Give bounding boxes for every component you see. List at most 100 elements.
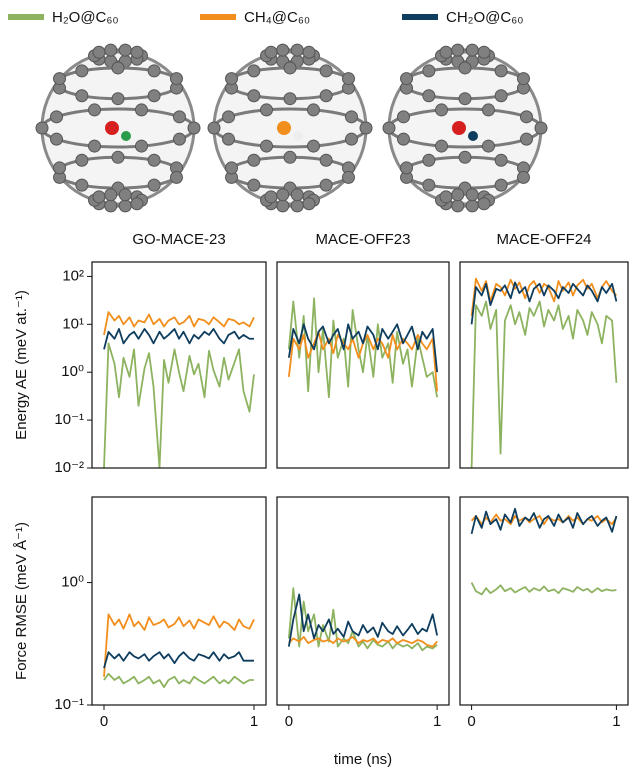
cage-atom xyxy=(400,161,414,175)
cage-atom xyxy=(458,150,472,164)
series-line xyxy=(470,582,617,596)
cage-atom xyxy=(283,61,297,75)
cage-atom xyxy=(534,121,548,135)
cage-atom xyxy=(104,199,118,213)
cage-atom xyxy=(130,197,144,211)
cage-atom xyxy=(477,197,491,211)
y-tick-label: 10⁻¹ xyxy=(54,696,84,713)
cage-atom xyxy=(222,110,236,124)
cage-atom xyxy=(118,199,132,213)
x-tick-label: 0 xyxy=(100,713,108,730)
cage-atom xyxy=(494,89,508,103)
y-axis-label: Force RMSE (meV Å⁻¹) xyxy=(13,522,30,680)
cage-atom xyxy=(75,153,89,167)
panel-frame xyxy=(276,496,450,706)
series-line xyxy=(470,300,618,468)
cage-atom xyxy=(451,199,465,213)
cage-atom xyxy=(130,45,144,59)
cage-atom xyxy=(147,153,161,167)
cage-atom xyxy=(50,132,64,146)
cage-atom xyxy=(53,72,67,86)
panel-title: MACE-OFF24 xyxy=(496,231,591,248)
cage-atom xyxy=(264,45,278,59)
cage-atom xyxy=(53,161,67,175)
cage-atom xyxy=(104,188,118,202)
cage-atom xyxy=(225,161,239,175)
cage-atom xyxy=(465,188,479,202)
cage-atom xyxy=(458,61,472,75)
cage-atom xyxy=(147,89,161,103)
cage-atom xyxy=(516,170,530,184)
cage-atom xyxy=(35,121,49,135)
cage-atom xyxy=(494,178,508,192)
cage-atom xyxy=(247,178,261,192)
cage-atom xyxy=(147,178,161,192)
cage-atom xyxy=(207,121,221,135)
x-axis-label: time (ns) xyxy=(334,751,392,768)
cage-atom xyxy=(306,139,320,153)
cage-atom xyxy=(341,72,355,86)
cage-atom xyxy=(465,199,479,213)
panel-frame xyxy=(459,261,629,469)
series-line xyxy=(103,311,255,336)
cage-atom xyxy=(319,153,333,167)
cage-atom xyxy=(451,188,465,202)
cage-atom xyxy=(306,103,320,117)
cage-atom xyxy=(222,132,236,146)
series-line xyxy=(470,513,618,526)
cage-atom xyxy=(75,64,89,78)
x-tick-label: 1 xyxy=(433,713,441,730)
cage-atom xyxy=(494,64,508,78)
y-tick-label: 10⁻¹ xyxy=(54,411,84,428)
cage-atom xyxy=(435,103,449,117)
cage-atom xyxy=(75,178,89,192)
cage-atom xyxy=(104,43,118,57)
y-tick-label: 10² xyxy=(62,267,84,284)
cage-atom xyxy=(341,170,355,184)
cage-atom xyxy=(225,72,239,86)
cage-atom xyxy=(382,121,396,135)
cage-atom xyxy=(422,64,436,78)
y-tick-label: 10⁻² xyxy=(54,459,84,476)
x-tick-label: 1 xyxy=(250,713,258,730)
cage-atom xyxy=(400,72,414,86)
cage-atom xyxy=(302,197,316,211)
cage-atom xyxy=(435,139,449,153)
legend-label: CH₂O@C₆₀ xyxy=(446,9,524,26)
y-axis-label: Energy AE (meV at.⁻¹) xyxy=(13,290,30,440)
legend-label: H₂O@C₆₀ xyxy=(52,9,119,26)
guest-atom xyxy=(293,131,303,141)
cage-atom xyxy=(75,89,89,103)
cage-atom xyxy=(260,139,274,153)
cage-atom xyxy=(247,153,261,167)
series-line xyxy=(287,323,439,373)
cage-atom xyxy=(283,92,297,106)
guest-atom xyxy=(452,121,466,135)
cage-atom xyxy=(319,64,333,78)
cage-atom xyxy=(397,132,411,146)
cage-atom xyxy=(169,72,183,86)
x-tick-label: 0 xyxy=(285,713,293,730)
cage-atom xyxy=(302,45,316,59)
cage-atom xyxy=(134,103,148,117)
cage-atom xyxy=(344,132,358,146)
series-line xyxy=(287,297,439,399)
cage-atom xyxy=(172,132,186,146)
cage-atom xyxy=(247,89,261,103)
cage-atom xyxy=(439,45,453,59)
cage-atom xyxy=(319,178,333,192)
series-line xyxy=(103,328,254,350)
cage-atom xyxy=(477,45,491,59)
series-line xyxy=(470,277,618,316)
series-line xyxy=(470,281,618,325)
cage-atom xyxy=(260,103,274,117)
cage-atom xyxy=(264,190,278,204)
series-line xyxy=(287,593,439,647)
cage-atom xyxy=(344,110,358,124)
series-line xyxy=(103,651,254,669)
cage-atom xyxy=(290,199,304,213)
cage-atom xyxy=(169,170,183,184)
cage-atom xyxy=(147,64,161,78)
cage-atom xyxy=(465,43,479,57)
